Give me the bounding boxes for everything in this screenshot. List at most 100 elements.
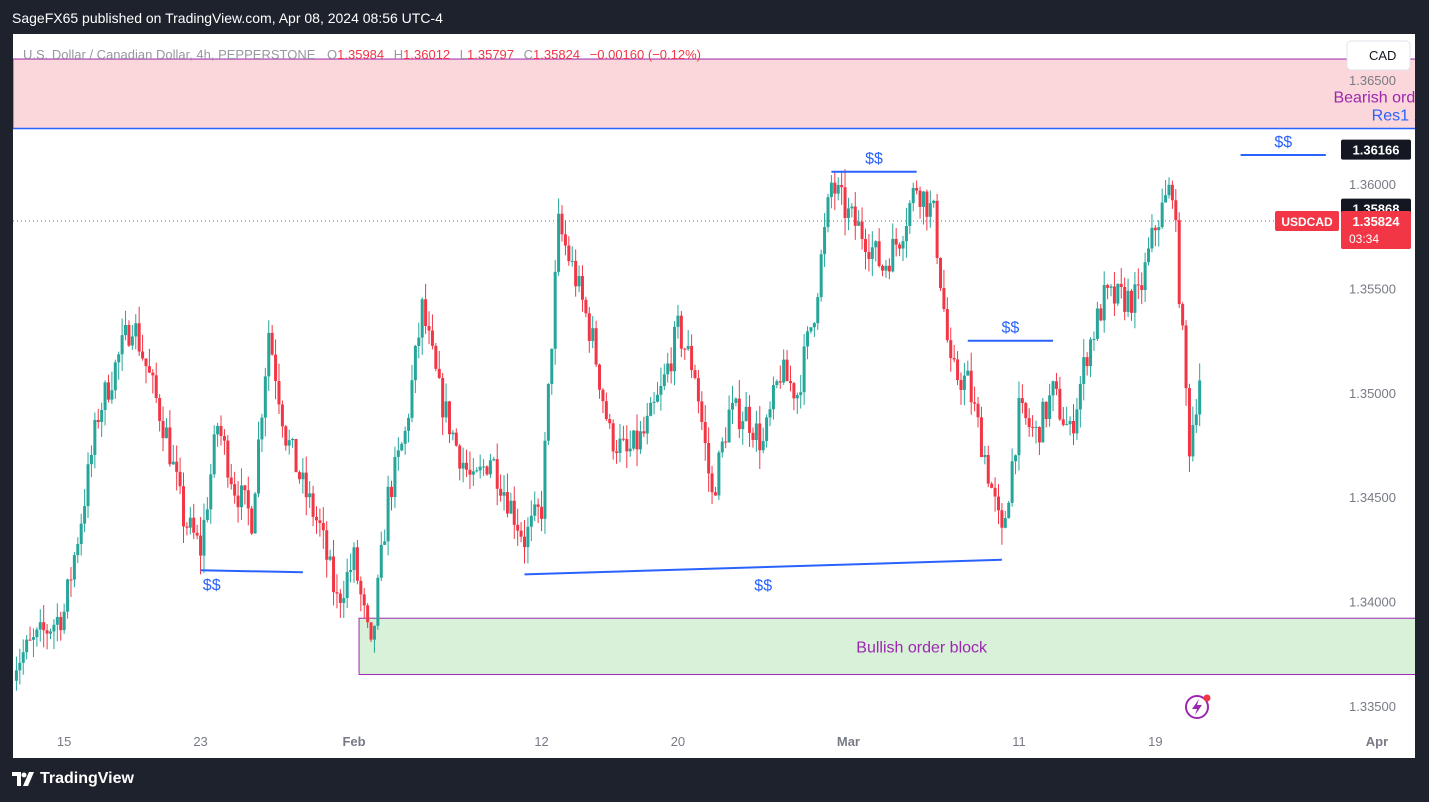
candle-body [277, 381, 281, 405]
candle-body [79, 523, 83, 545]
candle-body [874, 241, 878, 248]
candle-body [437, 368, 441, 378]
candle-body [229, 477, 233, 485]
candle-body [376, 577, 380, 626]
candle-body [635, 430, 639, 450]
candle-body [632, 430, 636, 449]
candle-body [877, 241, 881, 266]
candle-body [308, 493, 312, 498]
candle-body [973, 402, 977, 404]
candle-body [887, 265, 891, 272]
y-tick-label: 1.36000 [1349, 177, 1396, 192]
candle-body [788, 381, 792, 384]
chart-canvas[interactable]: U.S. Dollar / Canadian Dollar, 4h, PEPPE… [13, 34, 1415, 758]
candle-body [103, 382, 107, 411]
y-tick-label: 1.35000 [1349, 386, 1396, 401]
y-tick-label: 1.34000 [1349, 595, 1396, 610]
last-price-tag: 1.35824 [1353, 214, 1401, 229]
candle-body [106, 382, 110, 400]
candle-body [1065, 424, 1069, 426]
candle-body [952, 358, 956, 360]
candle-body [147, 366, 151, 373]
candle-body [461, 462, 465, 469]
x-tick-label: Mar [837, 734, 860, 749]
candle-body [979, 417, 983, 458]
candle-body [737, 398, 741, 430]
candle-body [802, 346, 806, 393]
candle-body [304, 472, 308, 498]
candle-body [161, 420, 165, 439]
candle-body [175, 461, 179, 472]
candle-body [93, 419, 97, 455]
x-tick-label: 11 [1012, 734, 1025, 749]
price-axis[interactable]: 1.36500 1.36000 1.35500 1.35000 1.34500 1.340… [1349, 73, 1396, 714]
candle-body [1123, 286, 1127, 312]
candle-body [468, 469, 472, 475]
candle-body [335, 592, 339, 594]
order-block-zones [13, 58, 1415, 676]
candle-body [250, 508, 254, 534]
candle-body [587, 313, 591, 341]
candle-body [451, 432, 455, 435]
candle-body [727, 409, 731, 443]
candle-body [778, 381, 782, 383]
candle-body [782, 359, 786, 383]
candle-body [127, 325, 131, 346]
currency-button[interactable]: CAD [1346, 40, 1411, 71]
candle-body [499, 488, 503, 496]
candle-body [529, 515, 533, 527]
candle-body [110, 390, 114, 400]
candle-body [471, 471, 475, 475]
candle-body [519, 530, 523, 537]
candle-body [1157, 227, 1161, 231]
candle-body [717, 452, 721, 496]
currency-button-label[interactable]: CAD [1369, 48, 1396, 63]
candle-body [567, 245, 571, 262]
candle-body [621, 438, 625, 440]
currency-button-frame[interactable] [1346, 40, 1411, 71]
candle-body [400, 443, 404, 451]
candle-body [297, 472, 301, 480]
candle-body [645, 415, 649, 434]
candle-body [1041, 401, 1045, 443]
candle-body [898, 244, 902, 249]
candle-body [1082, 357, 1086, 384]
candle-body [1140, 285, 1144, 291]
candle-body [76, 544, 80, 556]
candle-body [1187, 388, 1191, 457]
candle-body [202, 519, 206, 556]
candle-body [584, 299, 588, 314]
candle-body [1068, 420, 1072, 425]
time-axis[interactable]: 1523Feb1220Mar1119Apr15 [57, 734, 1415, 749]
candle-body [318, 520, 322, 523]
x-tick-label: Apr [1366, 734, 1388, 749]
x-tick-label: 15 [57, 734, 71, 749]
candle-body [911, 187, 915, 204]
candle-body [1054, 381, 1058, 389]
candle-body [83, 506, 87, 524]
candle-body [403, 430, 407, 444]
candle-body [1126, 290, 1130, 312]
candle-body [642, 431, 646, 434]
candle-body [325, 530, 329, 560]
candle-body [823, 227, 827, 255]
lightning-icon[interactable] [1185, 694, 1211, 719]
tradingview-logo[interactable]: TradingView [12, 770, 134, 788]
candle-body [124, 325, 128, 336]
candle-body [407, 417, 411, 431]
candle-body [932, 200, 936, 204]
candle-body [216, 425, 220, 435]
chart-panel[interactable]: U.S. Dollar / Canadian Dollar, 4h, PEPPE… [13, 34, 1415, 758]
candle-body [120, 335, 124, 355]
candle-body [100, 410, 104, 423]
close-label: C [524, 47, 533, 62]
candle-body [734, 398, 738, 403]
candle-body [700, 401, 704, 422]
candle-body [352, 547, 356, 571]
candle-body [482, 466, 486, 468]
candle-body [894, 238, 898, 245]
candle-body [1051, 381, 1055, 396]
candle-body [62, 611, 66, 631]
candle-body [427, 326, 431, 331]
